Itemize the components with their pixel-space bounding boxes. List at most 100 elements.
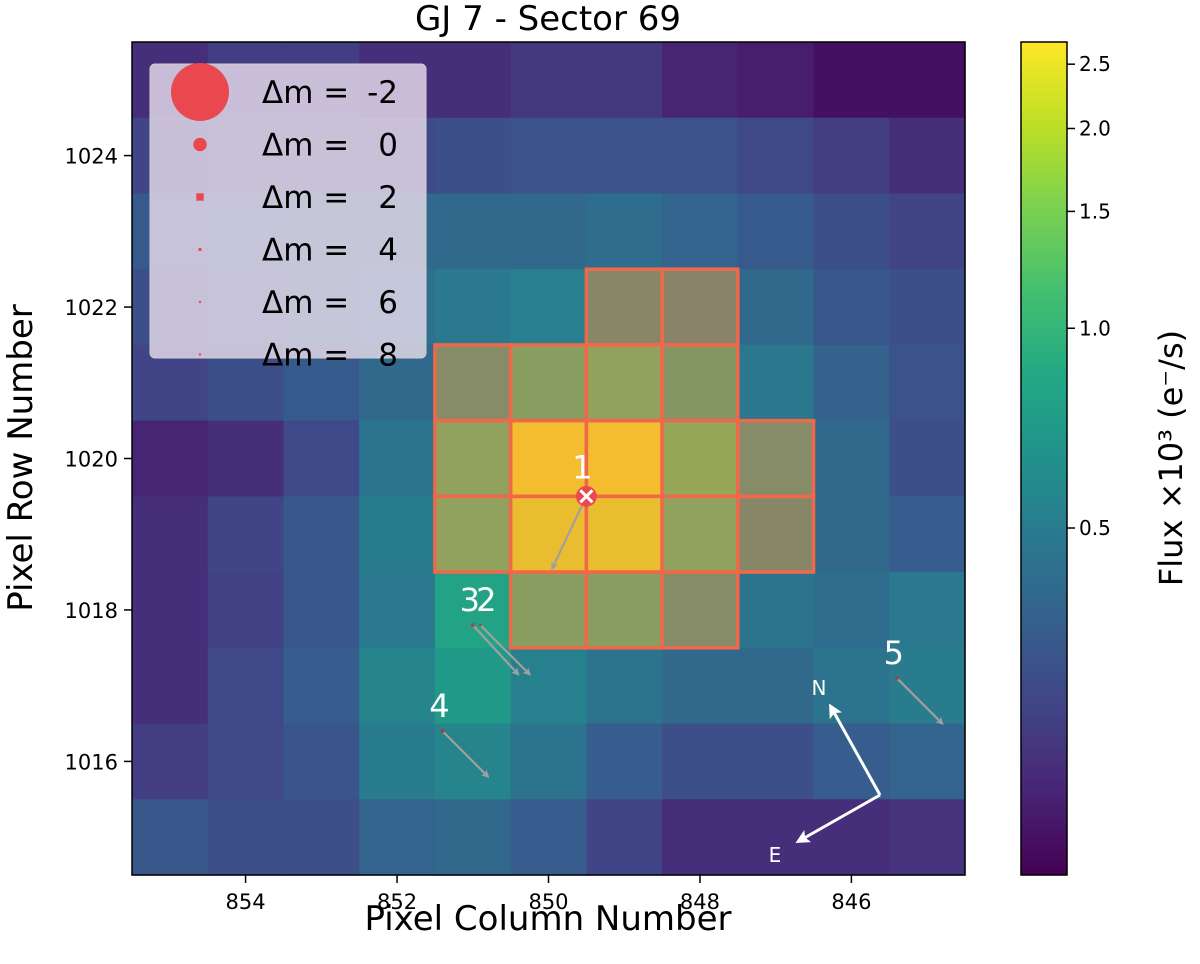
heatmap-cell: [359, 723, 436, 800]
heatmap-cell: [813, 420, 890, 497]
legend-marker: [193, 137, 207, 152]
colorbar-tick-label: 1.5: [1079, 199, 1111, 223]
heatmap-cell: [434, 647, 512, 725]
heatmap-cell: [434, 420, 512, 497]
colorbar-tick-label: 0.5: [1079, 516, 1111, 540]
legend-marker: [198, 353, 202, 356]
heatmap-cell: [586, 647, 663, 725]
heatmap-cell: [813, 572, 890, 649]
legend-marker: [198, 300, 202, 304]
heatmap-cell: [283, 420, 360, 497]
proper-motion-arrow: [551, 495, 588, 571]
heatmap-cell: [510, 42, 587, 119]
heatmap-cell: [207, 496, 285, 573]
x-axis: 854 852 850 848 846: [226, 875, 871, 914]
heatmap-cell: [586, 42, 663, 119]
chart-title: GJ 7 - Sector 69: [415, 0, 681, 39]
star-label: 5: [884, 634, 904, 672]
heatmap-cell: [889, 344, 966, 422]
legend-prefix: Δm =: [262, 338, 349, 374]
heatmap-cell: [359, 496, 436, 573]
heatmap-cell: [889, 117, 966, 195]
x-tick-label: 854: [226, 890, 266, 914]
heatmap-cell: [737, 117, 815, 195]
heatmap-cell: [737, 42, 815, 119]
y-tick-label: 1016: [65, 750, 118, 774]
star-label: 2: [476, 581, 496, 619]
aperture-pixel: [660, 494, 740, 574]
aperture-pixel: [736, 418, 816, 499]
x-tick-label: 852: [377, 890, 417, 914]
compass: N E: [769, 676, 882, 867]
compass-north-label: N: [812, 676, 827, 700]
heatmap-cell: [283, 496, 360, 573]
aperture-pixel: [508, 343, 589, 423]
aperture-pixel: [508, 570, 589, 650]
heatmap-cell: [359, 420, 436, 497]
heatmap-cell: [132, 420, 209, 497]
heatmap-cell: [132, 647, 209, 725]
heatmap-cell: [737, 572, 815, 649]
compass-east-arrow: [795, 793, 881, 843]
legend-marker: [196, 193, 204, 201]
heatmap-cell: [207, 799, 285, 876]
colorbar: 2.5 2.0 1.5 1.0 0.5 Flux ×10³ (e⁻/s): [1020, 41, 1190, 876]
aperture-pixel: [584, 418, 664, 499]
heatmap-cell: [434, 269, 512, 346]
star-marker: [895, 676, 899, 680]
colorbar-label: Flux ×10³ (e⁻/s): [1152, 330, 1190, 586]
aperture-pixel: [736, 494, 816, 574]
proper-motion-arrow: [471, 624, 520, 676]
aperture-pixel: [433, 418, 513, 499]
compass-north-arrow: [829, 703, 882, 796]
heatmap-cell: [283, 572, 360, 649]
heatmap-cell: [813, 269, 890, 346]
heatmap-cell: [132, 799, 209, 876]
x-tick-label: 848: [680, 890, 720, 914]
legend-prefix: Δm =: [262, 180, 349, 216]
heatmap-cell: [662, 647, 739, 725]
aperture-mask: [433, 267, 816, 650]
heatmap-cell: [889, 799, 966, 876]
heatmap-cell: [434, 799, 512, 876]
y-axis-label: Pixel Row Number: [1, 304, 41, 612]
heatmap-cell: [207, 420, 285, 497]
proper-motion-arrow: [441, 730, 490, 778]
legend-value: 6: [378, 285, 398, 321]
heatmap-cell: [207, 723, 285, 800]
heatmap-cell: [510, 799, 587, 876]
star-marker: [479, 623, 482, 627]
heatmap: [132, 42, 966, 876]
heatmap-cell: [434, 42, 512, 119]
heatmap-cell: [586, 572, 663, 649]
heatmap-cell: [662, 117, 739, 195]
aperture-pixel: [660, 267, 740, 347]
star-label: 4: [429, 687, 449, 725]
heatmap-cell: [889, 420, 966, 497]
heatmap-cell: [434, 572, 512, 649]
x-axis-label: Pixel Column Number: [364, 899, 731, 939]
heatmap-cell: [283, 799, 360, 876]
heatmap-cell: [359, 799, 436, 876]
compass-east-label: E: [769, 843, 782, 867]
y-tick-label: 1022: [65, 296, 118, 320]
colorbar-gradient: [1020, 41, 1068, 876]
legend-value: 0: [378, 128, 398, 164]
heatmap-cell: [510, 723, 587, 800]
star-label: 3: [460, 581, 480, 619]
heatmap-cell: [207, 647, 285, 725]
legend-value: 2: [378, 180, 398, 216]
heatmap-cell: [283, 647, 360, 725]
aperture-pixel: [584, 343, 664, 423]
aperture-pixel: [660, 418, 740, 499]
heatmap-cell: [359, 647, 436, 725]
heatmap-cell: [662, 193, 739, 270]
heatmap-cell: [510, 269, 587, 346]
heatmap-cell: [586, 420, 663, 497]
legend-prefix: Δm =: [262, 233, 349, 269]
heatmap-cell: [586, 723, 663, 800]
heatmap-cell: [434, 496, 512, 573]
proper-motion-arrow: [479, 624, 531, 676]
y-axis: 1016 1018 1020 1022 1024: [65, 145, 132, 774]
